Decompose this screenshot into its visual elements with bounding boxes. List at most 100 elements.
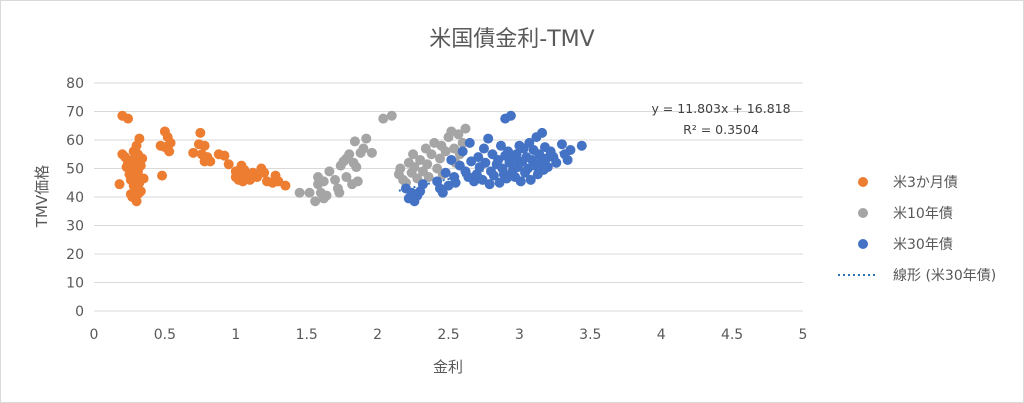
- data-point: [505, 110, 516, 121]
- data-point: [334, 187, 345, 198]
- legend-trendline-label: 線形 (米30年債): [893, 268, 996, 284]
- data-point: [440, 146, 451, 157]
- data-point: [457, 146, 468, 157]
- data-point: [321, 190, 332, 201]
- x-tick-label: 4.5: [721, 327, 743, 343]
- x-tick-label: 1: [231, 327, 240, 343]
- data-point: [324, 166, 335, 177]
- legend-label: 米3か月債: [893, 175, 958, 191]
- data-point: [423, 172, 434, 183]
- x-tick-label: 2: [373, 327, 382, 343]
- series-2: [400, 110, 587, 207]
- series-1: [294, 110, 471, 207]
- data-points: [114, 110, 587, 207]
- data-point: [503, 146, 514, 157]
- data-point: [352, 176, 363, 187]
- data-point: [576, 140, 587, 151]
- data-point: [450, 177, 461, 188]
- data-point: [361, 133, 372, 144]
- data-point: [457, 137, 468, 148]
- data-point: [409, 162, 420, 173]
- data-point: [484, 179, 495, 190]
- data-point: [515, 176, 526, 187]
- data-point: [446, 154, 457, 165]
- data-point: [134, 133, 145, 144]
- x-tick-label: 5: [799, 327, 808, 343]
- x-tick-label: 2.5: [437, 327, 459, 343]
- data-point: [551, 157, 562, 168]
- data-point: [351, 162, 362, 173]
- legend-marker: [858, 208, 868, 218]
- data-point: [135, 186, 146, 197]
- data-point: [434, 153, 445, 164]
- gridlines: [94, 82, 803, 312]
- y-tick-label: 10: [66, 276, 84, 292]
- y-tick-label: 50: [66, 162, 84, 178]
- trendline-r-squared: R² = 0.3504: [683, 122, 759, 137]
- x-tick-label: 0: [90, 327, 99, 343]
- data-point: [205, 156, 216, 167]
- data-point: [223, 159, 234, 170]
- legend-marker: [858, 239, 868, 249]
- data-point: [478, 143, 489, 154]
- data-point: [310, 196, 321, 207]
- data-point: [259, 167, 270, 178]
- data-point: [483, 133, 494, 144]
- data-point: [366, 147, 377, 158]
- data-point: [195, 127, 206, 138]
- data-point: [537, 127, 548, 138]
- data-point: [562, 154, 573, 165]
- y-tick-label: 60: [66, 133, 84, 149]
- y-tick-label: 80: [66, 76, 84, 92]
- data-point: [408, 149, 419, 160]
- data-point: [488, 170, 499, 181]
- x-tick-label: 3: [515, 327, 524, 343]
- data-point: [395, 163, 406, 174]
- data-point: [542, 162, 553, 173]
- data-point: [378, 113, 389, 124]
- legend-label: 米30年債: [893, 237, 953, 253]
- data-point: [188, 147, 199, 158]
- y-tick-label: 30: [66, 219, 84, 235]
- data-point: [114, 179, 125, 190]
- data-point: [511, 149, 522, 160]
- data-point: [304, 187, 315, 198]
- y-tick-label: 20: [66, 247, 84, 263]
- data-point: [495, 140, 506, 151]
- data-point: [294, 187, 305, 198]
- chart-title: 米国債金利-TMV: [429, 27, 594, 52]
- data-point: [473, 152, 484, 163]
- data-point: [165, 137, 176, 148]
- data-point: [341, 172, 352, 183]
- y-tick-label: 70: [66, 105, 84, 121]
- data-point: [426, 149, 437, 160]
- y-tick-label: 0: [75, 304, 84, 320]
- trendline-equation: y = 11.803x + 16.818: [651, 101, 790, 116]
- x-tick-label: 0.5: [154, 327, 176, 343]
- x-tick-label: 1.5: [296, 327, 318, 343]
- data-point: [501, 173, 512, 184]
- x-tick-label: 3.5: [579, 327, 601, 343]
- data-point: [386, 110, 397, 121]
- data-point: [349, 136, 360, 147]
- data-point: [318, 176, 329, 187]
- data-point: [164, 146, 175, 157]
- data-point: [330, 174, 341, 185]
- data-point: [358, 143, 369, 154]
- legend-label: 米10年債: [893, 206, 953, 222]
- legend-marker: [858, 177, 868, 187]
- data-point: [137, 153, 148, 164]
- series-0: [114, 110, 291, 207]
- data-point: [422, 159, 433, 170]
- data-point: [556, 139, 567, 150]
- data-point: [453, 129, 464, 140]
- data-point: [199, 140, 210, 151]
- data-point: [565, 144, 576, 155]
- data-point: [440, 167, 451, 178]
- x-tick-label: 4: [657, 327, 666, 343]
- data-point: [480, 157, 491, 168]
- data-point: [417, 179, 428, 190]
- data-point: [464, 137, 475, 148]
